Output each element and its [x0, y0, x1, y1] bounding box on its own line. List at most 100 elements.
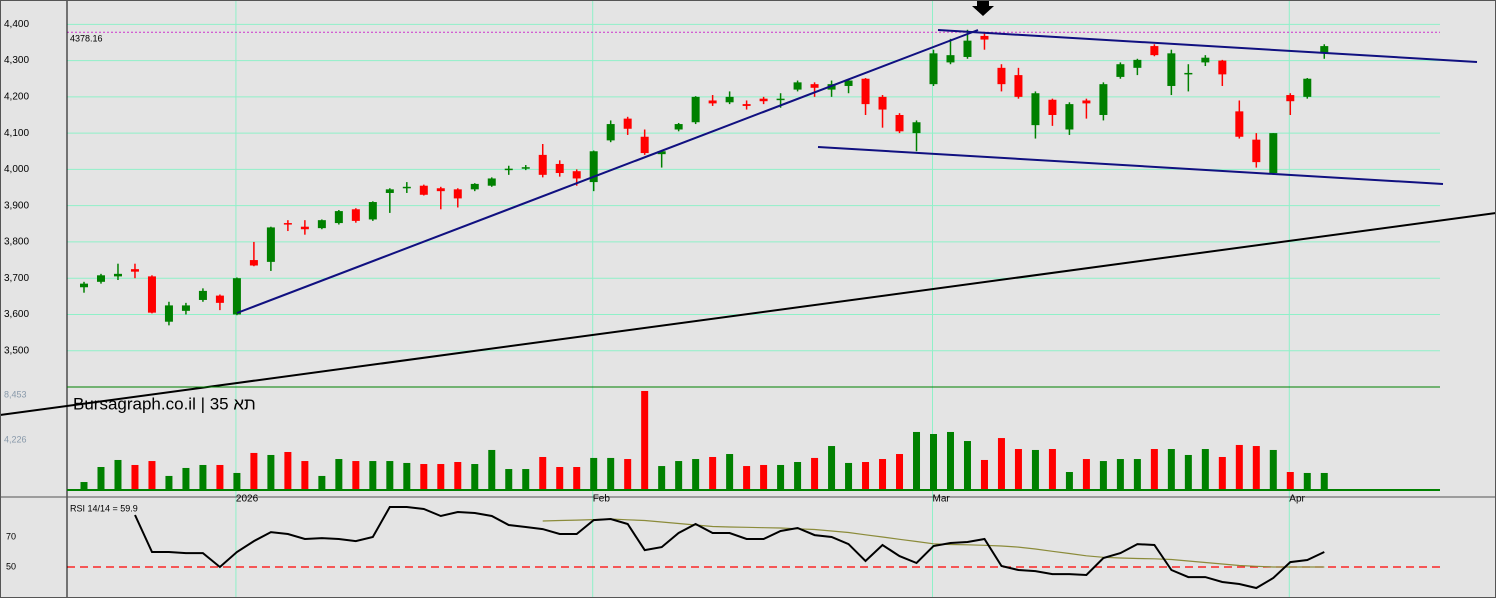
- volume-bar: [97, 467, 105, 490]
- volume-bar: [1201, 449, 1209, 490]
- candle-body: [283, 223, 292, 225]
- candle-body: [912, 122, 921, 134]
- candle-body: [164, 305, 173, 322]
- candle-body: [1133, 59, 1142, 68]
- volume-bar: [760, 464, 768, 490]
- volume-bar: [1082, 459, 1090, 490]
- candle-body: [521, 167, 530, 169]
- volume-bar: [1150, 449, 1158, 490]
- volume-bar: [522, 469, 530, 490]
- candle-body: [640, 136, 649, 154]
- volume-bar: [420, 464, 428, 490]
- volume-bar: [1014, 449, 1022, 490]
- candle-body: [1150, 46, 1159, 56]
- candle-body: [181, 305, 190, 311]
- volume-bar: [794, 461, 802, 490]
- candle-body: [1082, 100, 1091, 104]
- volume-bar: [505, 469, 513, 490]
- volume-bar: [980, 459, 988, 490]
- x-tick-label: Feb: [593, 494, 611, 505]
- candle-body: [1099, 84, 1108, 115]
- volume-bar: [1269, 449, 1277, 490]
- candle-body: [368, 202, 377, 220]
- candle-body: [623, 118, 632, 129]
- candle-body: [878, 96, 887, 110]
- volume-bar: [930, 433, 937, 490]
- volume-bar: [624, 459, 632, 490]
- volume-bar: [301, 461, 309, 490]
- candle-body: [504, 168, 513, 171]
- volume-bar: [726, 454, 734, 490]
- candle-body: [538, 154, 547, 175]
- volume-bar: [437, 464, 445, 490]
- candle-body: [759, 98, 768, 102]
- candle-body: [742, 104, 751, 106]
- candle-body: [1320, 46, 1329, 53]
- candle-body: [300, 226, 309, 230]
- volume-bar: [709, 456, 717, 490]
- candle-body: [334, 211, 343, 224]
- candle-body: [1167, 53, 1176, 86]
- y-tick-label: 3,700: [4, 273, 29, 284]
- candle-body: [487, 178, 496, 186]
- volume-bar: [131, 464, 139, 490]
- volume-bar: [692, 459, 700, 490]
- candle-body: [130, 269, 139, 272]
- candle-body: [1048, 99, 1057, 115]
- volume-bar: [216, 464, 224, 490]
- trendline: [0, 212, 1496, 416]
- candle-body: [385, 189, 394, 193]
- volume-bar: [879, 459, 887, 490]
- volume-bar: [454, 461, 462, 490]
- candle-body: [1014, 75, 1023, 97]
- trendline: [817, 146, 1444, 185]
- candle-body: [657, 151, 666, 155]
- y-tick-label: 3,600: [4, 309, 29, 320]
- y-tick-label: 70: [6, 531, 16, 541]
- candle-body: [1184, 72, 1193, 75]
- volume-bar: [250, 452, 258, 490]
- volume-bar: [1303, 472, 1311, 490]
- price-line-label: 4378.16: [70, 34, 103, 44]
- volume-bar: [1133, 459, 1141, 490]
- candle-body: [963, 40, 972, 57]
- volume-bar: [845, 462, 853, 490]
- candle-body: [351, 209, 360, 221]
- x-tick-label: 2026: [236, 494, 259, 505]
- volume-bar: [946, 431, 954, 490]
- y-tick-label: 4,300: [4, 55, 29, 66]
- volume-bar: [114, 459, 122, 490]
- candle-body: [80, 283, 88, 288]
- candle-body: [1286, 95, 1295, 102]
- volume-bar: [811, 457, 819, 490]
- volume-bar: [233, 472, 241, 490]
- volume-bar: [1116, 459, 1124, 490]
- watermark: Bursagraph.co.il | תא 35: [73, 394, 256, 413]
- volume-bar: [199, 464, 207, 490]
- volume-bar: [352, 461, 360, 490]
- volume-bar: [386, 461, 394, 490]
- volume-bar: [1099, 461, 1107, 490]
- candle-body: [776, 98, 785, 101]
- rsi-line: [134, 506, 1325, 590]
- y-tick-label: 3,900: [4, 200, 29, 211]
- volume-bar: [675, 461, 683, 490]
- volume-bar: [488, 449, 496, 490]
- candle-body: [895, 114, 904, 132]
- volume-bar: [148, 461, 156, 490]
- candle-body: [1269, 133, 1278, 174]
- candle-body: [725, 96, 734, 103]
- y-tick-label: 4,226: [4, 434, 27, 444]
- candle-body: [402, 186, 411, 189]
- candle-body: [198, 290, 207, 300]
- volume-bar: [1320, 472, 1328, 490]
- candle-body: [1116, 64, 1125, 77]
- candle-body: [844, 80, 853, 86]
- x-tick-label: Apr: [1289, 494, 1305, 505]
- candle-body: [1252, 139, 1261, 163]
- y-tick-label: 3,800: [4, 237, 29, 248]
- volume-bar: [284, 451, 292, 490]
- volume-bar: [318, 475, 326, 490]
